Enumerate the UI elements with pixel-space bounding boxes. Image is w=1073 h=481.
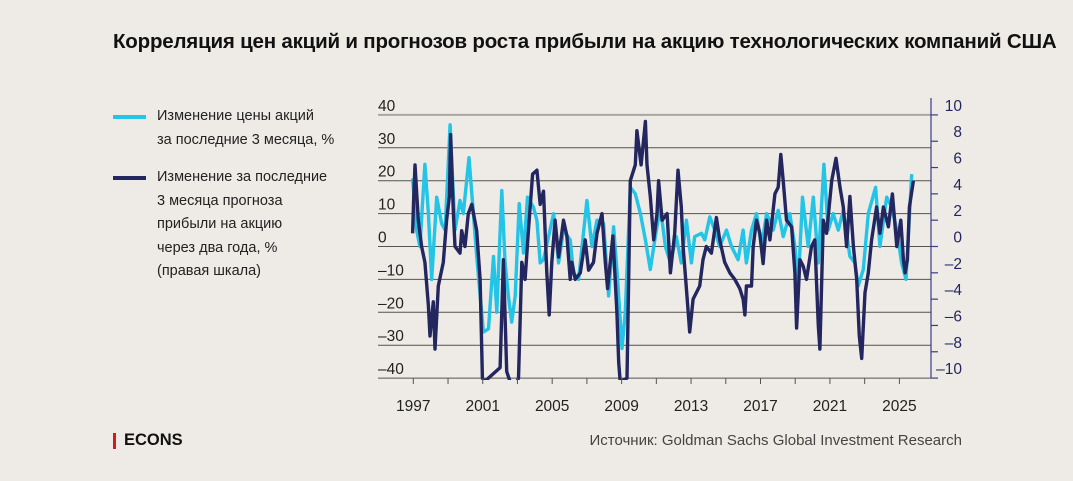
legend-label: через два года, % — [157, 239, 278, 256]
left-axis-tick-label: 10 — [378, 197, 396, 214]
source-note: Источник: Goldman Sachs Global Investmen… — [589, 432, 962, 449]
left-axis-tick-label: 30 — [378, 131, 396, 148]
left-axis-tick-label: –10 — [378, 262, 404, 279]
right-axis-tick-label: –8 — [945, 335, 962, 352]
x-axis-tick-label: 2005 — [535, 398, 569, 415]
legend-label: за последние 3 месяца, % — [157, 131, 335, 148]
left-axis-tick-label: –30 — [378, 328, 404, 345]
legend-label: прибыли на акцию — [157, 216, 283, 232]
chart-title: Корреляция цен акций и прогнозов роста п… — [113, 30, 1057, 53]
x-axis-tick-label: 1997 — [396, 398, 430, 415]
left-axis-tick-label: –40 — [378, 361, 404, 378]
legend-label: Изменение за последние — [157, 169, 328, 185]
right-axis-tick-label: 2 — [953, 203, 962, 220]
econs-logo: ECONS — [113, 431, 183, 450]
right-axis-tick-label: –6 — [945, 308, 962, 325]
series-line-stock-price — [410, 123, 914, 351]
legend-label: 3 месяца прогноза — [157, 192, 283, 209]
x-axis-tick-label: 2001 — [465, 398, 499, 415]
left-axis-tick-label: 0 — [378, 230, 387, 247]
left-axis-tick-label: 40 — [378, 98, 396, 115]
x-axis-tick-label: 2021 — [813, 398, 847, 415]
right-axis-tick-label: 4 — [953, 177, 962, 194]
legend-label: (правая шкала) — [157, 263, 262, 279]
legend: Изменение цены акций за последние 3 меся… — [113, 105, 373, 298]
legend-item-stock-price: Изменение цены акций за последние 3 меся… — [113, 105, 373, 152]
right-axis-tick-label: 6 — [953, 151, 962, 168]
legend-swatch-dark — [113, 176, 146, 180]
legend-swatch-light — [113, 115, 146, 119]
logo-text: ECONS — [124, 431, 183, 449]
logo-bar — [113, 432, 116, 449]
x-axis-tick-label: 2025 — [882, 398, 916, 415]
right-axis-tick-label: –10 — [936, 361, 962, 378]
right-axis-tick-label: –4 — [945, 282, 963, 299]
legend-label: Изменение цены акций — [157, 108, 314, 124]
left-axis-tick-label: –20 — [378, 295, 404, 312]
right-axis-tick-label: 8 — [953, 124, 962, 141]
legend-item-eps-forecast: Изменение за последние 3 месяца прогноза… — [113, 166, 373, 284]
right-axis-tick-label: 0 — [953, 230, 962, 247]
right-axis-tick-label: –2 — [945, 256, 962, 273]
series-line-eps-forecast — [410, 119, 916, 380]
right-axis-tick-label: 10 — [945, 98, 963, 115]
x-axis-tick-label: 2013 — [674, 398, 708, 415]
x-axis-tick-label: 2017 — [743, 398, 777, 415]
left-axis-tick-label: 20 — [378, 164, 396, 181]
x-axis-tick-label: 2009 — [604, 398, 638, 415]
